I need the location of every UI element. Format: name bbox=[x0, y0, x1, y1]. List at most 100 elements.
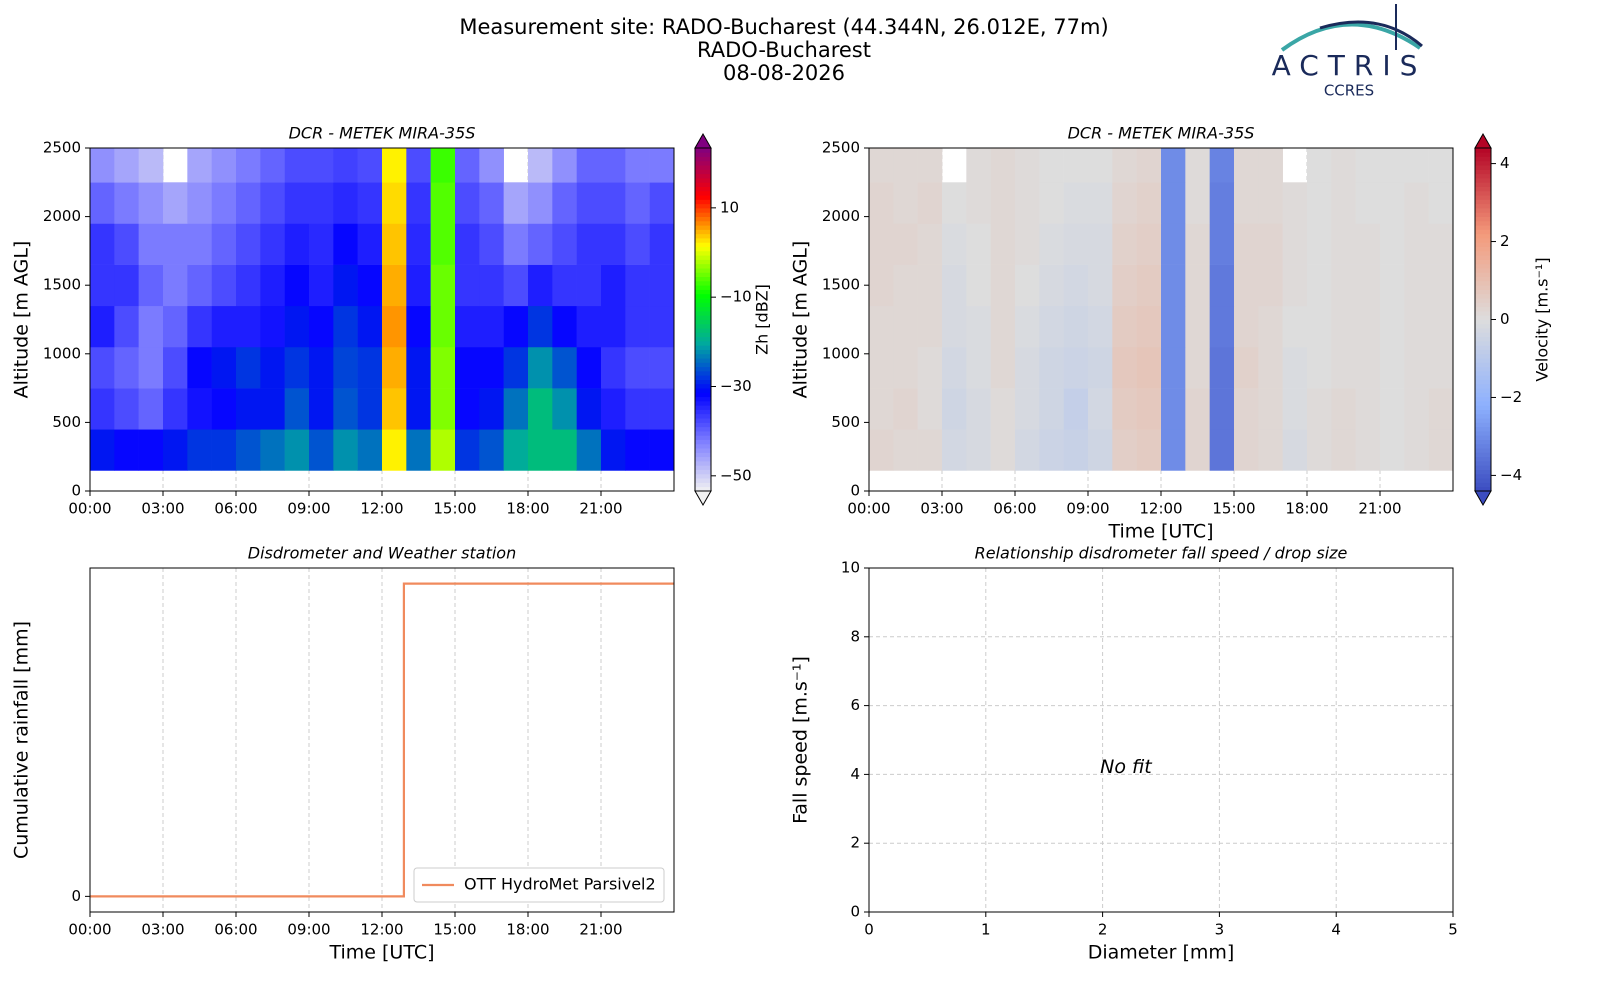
heatmap-cell bbox=[1307, 429, 1332, 471]
heatmap-cell bbox=[1039, 305, 1064, 348]
colorbar-step bbox=[695, 448, 711, 453]
heatmap-cell bbox=[333, 182, 358, 224]
heatmap-cell bbox=[625, 223, 650, 265]
heatmap-cell bbox=[966, 388, 991, 430]
heatmap-cell bbox=[601, 388, 626, 430]
heatmap-cell bbox=[1136, 346, 1162, 389]
heatmap-cell bbox=[1331, 305, 1356, 348]
heatmap-cell bbox=[942, 346, 967, 389]
heatmap-cell bbox=[528, 346, 553, 389]
colorbar-step bbox=[695, 169, 711, 175]
heatmap-cell bbox=[1404, 264, 1429, 307]
colorbar-step bbox=[1475, 469, 1491, 475]
colorbar-step bbox=[1475, 439, 1491, 445]
heatmap-cell bbox=[211, 429, 237, 471]
heatmap-cell bbox=[1380, 346, 1405, 389]
colorbar-label: Zh [dBZ] bbox=[753, 284, 772, 355]
heatmap-cell bbox=[479, 223, 504, 265]
heatmap-cell bbox=[1331, 223, 1356, 265]
heatmap-cell bbox=[260, 305, 285, 348]
colorbar-step bbox=[695, 276, 711, 282]
heatmap-cell bbox=[1331, 388, 1356, 430]
heatmap-cell bbox=[187, 305, 212, 348]
colorbar-step bbox=[1475, 195, 1491, 200]
heatmap-cell bbox=[382, 223, 407, 265]
colorbar-step bbox=[1475, 409, 1491, 415]
x-tick-label: 18:00 bbox=[506, 921, 549, 939]
heatmap-cell bbox=[1209, 305, 1235, 348]
heatmap-cell bbox=[552, 182, 577, 224]
x-tick-label: 15:00 bbox=[1212, 500, 1255, 518]
heatmap-cell bbox=[455, 346, 480, 389]
colorbar-step bbox=[695, 413, 711, 419]
heatmap-cell bbox=[1063, 305, 1089, 348]
colorbar-step bbox=[695, 203, 711, 209]
heatmap-cell bbox=[990, 182, 1016, 224]
colorbar-tick-label: −10 bbox=[720, 288, 752, 306]
heatmap-cell bbox=[114, 346, 139, 389]
heatmap-cell bbox=[90, 429, 115, 471]
colorbar-step bbox=[1475, 435, 1491, 440]
heatmap-cell bbox=[1161, 346, 1186, 389]
heatmap-cell bbox=[1209, 429, 1235, 471]
heatmap-cell bbox=[479, 305, 504, 348]
heatmap-cell bbox=[406, 388, 431, 430]
heatmap-cell bbox=[309, 388, 334, 430]
colorbar-step bbox=[1475, 422, 1491, 428]
heatmap-cell bbox=[1282, 182, 1308, 224]
colorbar-step bbox=[695, 430, 711, 436]
heatmap-cell bbox=[1428, 305, 1454, 348]
heatmap-cell bbox=[1185, 305, 1210, 348]
heatmap-cell bbox=[1282, 388, 1308, 430]
heatmap-cell bbox=[1258, 223, 1283, 265]
heatmap-cell bbox=[1063, 223, 1089, 265]
heatmap-cell bbox=[333, 264, 358, 307]
heatmap-cell bbox=[1161, 148, 1186, 183]
heatmap-cell bbox=[357, 388, 383, 430]
y-tick-label: 4 bbox=[850, 765, 860, 783]
colorbar-tick-label: 4 bbox=[1500, 154, 1510, 172]
heatmap-cell bbox=[1136, 223, 1162, 265]
heatmap-cell bbox=[211, 182, 237, 224]
colorbar-step bbox=[695, 186, 711, 192]
heatmap-cell bbox=[528, 388, 553, 430]
colorbar-step bbox=[1475, 456, 1491, 462]
heatmap-cell bbox=[1063, 148, 1089, 183]
heatmap-cell bbox=[1428, 346, 1454, 389]
colorbar-step bbox=[695, 332, 711, 338]
heatmap-cell bbox=[187, 264, 212, 307]
heatmap-cell bbox=[503, 223, 529, 265]
heatmap-cell bbox=[479, 264, 504, 307]
colorbar-tick-label: −4 bbox=[1500, 466, 1522, 484]
heatmap-cell bbox=[430, 264, 456, 307]
axes-frame bbox=[89, 567, 675, 913]
colorbar-step bbox=[1475, 306, 1491, 312]
x-tick-label: 09:00 bbox=[1066, 500, 1109, 518]
logo: ACTRIS CCRES bbox=[1272, 4, 1423, 100]
colorbar-tick-label: −30 bbox=[720, 377, 752, 395]
heatmap-cell bbox=[455, 264, 480, 307]
heatmap-cell bbox=[942, 223, 967, 265]
colorbar-step bbox=[695, 306, 711, 312]
x-tick-label: 0 bbox=[864, 921, 874, 939]
colorbar-step bbox=[695, 298, 711, 303]
colorbar-step bbox=[695, 345, 711, 350]
heatmap-cell bbox=[942, 305, 967, 348]
colorbar-step bbox=[1475, 225, 1491, 230]
x-tick-label: 06:00 bbox=[214, 500, 257, 518]
heatmap-cell bbox=[966, 429, 991, 471]
colorbar-step bbox=[1475, 345, 1491, 350]
heatmap-cell bbox=[1015, 223, 1040, 265]
header-title: RADO-Bucharest bbox=[697, 38, 871, 62]
heatmap-cell bbox=[1136, 182, 1162, 224]
heatmap-cell bbox=[552, 305, 577, 348]
heatmap-cell bbox=[1234, 388, 1259, 430]
colorbar-step bbox=[695, 233, 711, 239]
colorbar-step bbox=[695, 178, 711, 183]
header-title: Measurement site: RADO-Bucharest (44.344… bbox=[459, 15, 1108, 39]
heatmap-cell bbox=[1185, 346, 1210, 389]
heatmap-cell bbox=[503, 305, 529, 348]
heatmap-cell bbox=[576, 182, 602, 224]
heatmap-cell bbox=[1039, 148, 1064, 183]
axes-frame bbox=[868, 567, 1454, 913]
